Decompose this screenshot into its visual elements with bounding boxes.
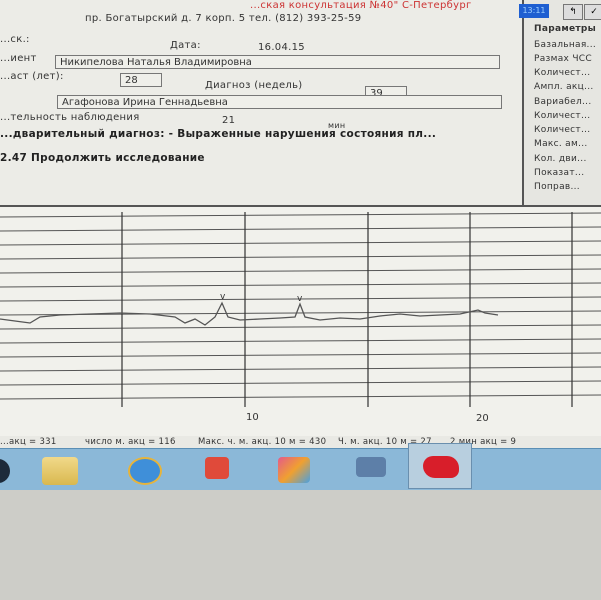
grid-hline bbox=[0, 324, 601, 330]
date-value: 16.04.15 bbox=[258, 42, 305, 53]
patient-label: ...иент bbox=[0, 53, 37, 64]
ctg-app-icon bbox=[423, 456, 459, 478]
grid-hline bbox=[0, 296, 601, 302]
recommendation-line: 2.47 Продолжить исследование bbox=[0, 152, 205, 164]
clock: 13:11 bbox=[519, 4, 549, 18]
grid-hline bbox=[0, 282, 601, 288]
status-item: число м. акц = 116 bbox=[85, 437, 176, 447]
ctg-app-taskbar-button[interactable] bbox=[408, 443, 472, 489]
status-item: ...акц = 331 bbox=[0, 437, 57, 447]
clinic-line: ...ская консультация №40" С-Петербург bbox=[250, 0, 472, 11]
parameters-panel: Параметры Базальная... Размах ЧСС Количе… bbox=[522, 0, 601, 210]
param-item: Поправ... bbox=[534, 182, 580, 192]
param-item: Макс. ам... bbox=[534, 139, 588, 149]
grid-hline bbox=[0, 352, 601, 358]
taskbar bbox=[0, 443, 601, 491]
param-item: Количест... bbox=[534, 111, 591, 121]
check-button[interactable]: ✓ bbox=[584, 4, 601, 20]
duration-value: 21 bbox=[222, 115, 236, 126]
param-item: Показат... bbox=[534, 168, 585, 178]
age-label: ...аст (лет): bbox=[0, 71, 64, 82]
address-line: пр. Богатырский д. 7 корп. 5 тел. (812) … bbox=[85, 13, 362, 24]
internet-explorer-icon[interactable] bbox=[128, 457, 162, 485]
ctg-grid: v v 10 20 bbox=[0, 212, 601, 424]
status-item: Макс. ч. м. акц. 10 м = 430 bbox=[198, 437, 327, 447]
screen: ...ская консультация №40" С-Петербург пр… bbox=[0, 0, 601, 491]
accel-mark: v bbox=[220, 292, 226, 302]
duration-unit: мин bbox=[328, 121, 346, 130]
ctg-chart: v v 10 20 bbox=[0, 205, 601, 437]
grid-hline bbox=[0, 226, 601, 232]
grid-hline bbox=[0, 254, 601, 260]
network-icon[interactable] bbox=[356, 457, 386, 477]
photo-gallery-icon[interactable] bbox=[278, 457, 310, 483]
param-item: Размах ЧСС bbox=[534, 54, 592, 64]
param-item: Кол. дви... bbox=[534, 154, 587, 164]
accel-mark: v bbox=[297, 294, 303, 304]
doctor-field[interactable]: Агафонова Ирина Геннадьевна bbox=[57, 95, 502, 109]
param-item: Вариабел... bbox=[534, 97, 592, 107]
diagnosis-line: ...дварительный диагноз: - Выраженные на… bbox=[0, 128, 437, 140]
param-item: Базальная... bbox=[534, 40, 597, 50]
params-title: Параметры bbox=[534, 24, 597, 34]
grid-hline bbox=[0, 240, 601, 246]
start-orb-icon[interactable] bbox=[0, 459, 10, 483]
x-tick-20: 20 bbox=[476, 413, 489, 424]
file-explorer-icon[interactable] bbox=[42, 457, 78, 485]
duration-label: ...тельность наблюдения bbox=[0, 112, 140, 123]
term-label: Диагноз (недель) bbox=[205, 80, 303, 91]
status-item: 2 мин акц = 9 bbox=[450, 437, 517, 447]
date-label: Дата: bbox=[170, 40, 201, 51]
patient-field[interactable]: Никипелова Наталья Владимировна bbox=[55, 55, 500, 69]
report-header: ...ская консультация №40" С-Петербург пр… bbox=[0, 0, 530, 205]
fhr-trace bbox=[0, 301, 499, 326]
grid-hline bbox=[0, 268, 601, 274]
grid-hline bbox=[0, 366, 601, 372]
desk-surface bbox=[0, 490, 601, 600]
grid-hline bbox=[0, 394, 601, 400]
left-label-top: ...ск.: bbox=[0, 34, 30, 45]
grid-hline bbox=[0, 310, 601, 316]
grid-hline bbox=[0, 338, 601, 344]
media-player-icon[interactable] bbox=[205, 457, 229, 479]
print-button[interactable]: ↰ bbox=[563, 4, 583, 20]
age-field[interactable]: 28 bbox=[120, 73, 162, 87]
param-item: Количест... bbox=[534, 68, 591, 78]
param-item: Ампл. акц... bbox=[534, 82, 594, 92]
grid-hline bbox=[0, 380, 601, 386]
param-item: Количест... bbox=[534, 125, 591, 135]
status-item: Ч. м. акц. 10 м = 27 bbox=[338, 437, 432, 447]
x-tick-10: 10 bbox=[246, 412, 259, 423]
grid-hline bbox=[0, 212, 601, 218]
